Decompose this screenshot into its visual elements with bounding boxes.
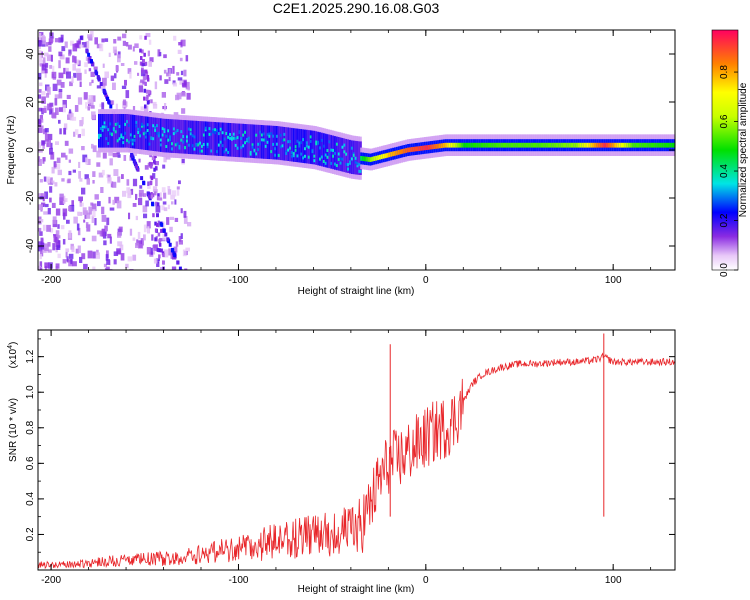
snr-ytick-label: 0.6 [25, 456, 36, 470]
snr-yscale-exp: 4 [7, 345, 14, 349]
spectrogram-ytick-label: 20 [25, 96, 36, 108]
colorbar-tick-label: 0.0 [719, 263, 730, 277]
snr-panel: -200 -100 0 100 0.2 0.4 0.6 0.8 1.0 1.2 Height of… [7, 329, 676, 595]
spectrogram-xtick-label: 0 [423, 275, 429, 286]
snr-xtick-label: -100 [228, 575, 248, 586]
snr-ytick-label: 1.2 [25, 349, 36, 363]
snr-xlabel: Height of straight line (km) [298, 584, 415, 595]
snr-series-line [38, 352, 675, 570]
snr-yscale-base: (x10 [8, 348, 19, 368]
snr-frame [37, 329, 676, 571]
colorbar-tick-label: 0.2 [719, 213, 730, 227]
snr-ylabel: SNR (10 * v/v) [8, 398, 19, 462]
snr-ytick-label: 0.2 [25, 527, 36, 541]
chart-title: C2E1.2025.290.16.08.G03 [273, 0, 440, 16]
snr-xtick-label: -200 [41, 575, 61, 586]
spectrogram-xlabel: Height of straight line (km) [298, 286, 415, 297]
spectrogram-ytick-label: 0 [25, 147, 36, 153]
snr-ytick-label: 0.4 [25, 492, 36, 506]
snr-yscale: (x104) [7, 342, 19, 369]
snr-ytick-label: 0.8 [25, 420, 36, 434]
spectrogram-ytick-label: 40 [25, 48, 36, 60]
spectrogram-ytick-label: -20 [25, 190, 36, 205]
colorbar-gradient [711, 29, 739, 271]
spectrogram-ylabel: Frequency (Hz) [6, 116, 17, 185]
colorbar: 0.0 0.2 0.4 0.6 0.8 Normalized spectral ampl… [711, 29, 749, 277]
snr-ytick-label: 1.0 [25, 385, 36, 399]
colorbar-tick-label: 0.4 [719, 164, 730, 178]
colorbar-tick-label: 0.6 [719, 114, 730, 128]
snr-xtick-label: 100 [605, 575, 622, 586]
colorbar-label: Normalized spectral amplitude [738, 82, 749, 217]
spectrogram-ytick-label: -40 [25, 238, 36, 253]
spectrogram-image [38, 31, 675, 270]
spectrogram-xtick-label: -200 [41, 275, 61, 286]
spectrogram-xtick-label: 100 [605, 275, 622, 286]
colorbar-tick-label: 0.8 [719, 65, 730, 79]
snr-xtick-label: 0 [423, 575, 429, 586]
spectrogram-xtick-label: -100 [228, 275, 248, 286]
